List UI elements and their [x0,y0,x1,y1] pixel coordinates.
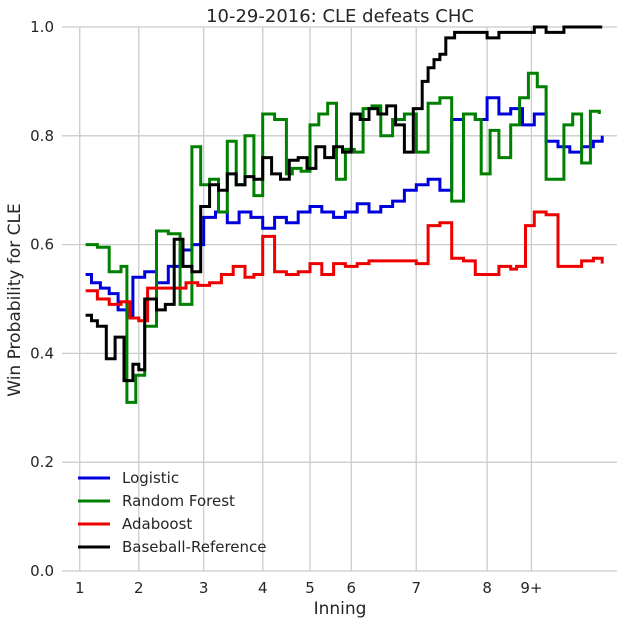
series-line-logistic [85,96,604,317]
x-tick-labels: 1 2 3 4 5 6 7 8 9+ [75,579,543,597]
chart-title: 10-29-2016: CLE defeats CHC [206,6,474,27]
series-line-random-forest [85,71,601,404]
legend-label: Logistic [122,469,179,487]
x-tick-label: 1 [75,579,85,597]
x-tick-label: 5 [305,579,315,597]
y-tick-labels: 0.0 0.2 0.4 0.6 0.8 1.0 [30,18,54,580]
series-layer [85,25,604,404]
y-axis-title: Win Probability for CLE [5,203,25,396]
x-tick-label: 2 [134,579,144,597]
y-tick-label: 0.6 [30,236,54,254]
y-tick-label: 0.8 [30,127,54,145]
y-tick-label: 0.2 [30,453,54,471]
x-tick-label: 9+ [520,579,542,597]
y-tick-label: 1.0 [30,18,54,36]
x-tick-label: 4 [258,579,268,597]
x-axis-title: Inning [314,599,367,619]
legend-label: Random Forest [122,492,235,510]
legend-label: Adaboost [122,515,192,533]
x-tick-label: 7 [411,579,421,597]
legend-label: Baseball-Reference [122,538,267,556]
series-line-baseball-reference [85,25,603,383]
y-tick-label: 0.4 [30,344,54,362]
x-tick-label: 6 [347,579,357,597]
series-line-adaboost [85,210,604,323]
x-tick-label: 8 [482,579,492,597]
legend: Logistic Random Forest Adaboost Baseball-Re… [78,469,267,556]
x-tick-label: 3 [199,579,209,597]
y-tick-label: 0.0 [30,562,54,580]
